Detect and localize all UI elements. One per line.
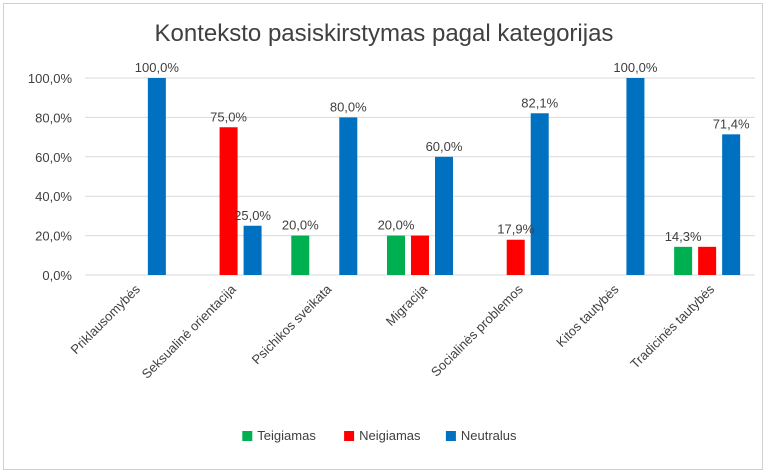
bar-neutralus-kitos-tautybes — [626, 78, 645, 275]
bar-teigiamas-migracija — [387, 235, 405, 275]
x-category-label: Kitos tautybės — [553, 281, 622, 350]
chart-title: Konteksto pasiskirstymas pagal kategorij… — [154, 20, 614, 47]
bar-neutralus-socialines-problemos — [530, 113, 549, 275]
y-tick-label: 0,0% — [42, 268, 72, 283]
bar-neutralus-migracija — [435, 156, 453, 275]
x-category-label: Socialinės problemos — [428, 281, 526, 379]
bar-neutralus-seksualine-orientacija — [243, 225, 262, 275]
bar-neigiamas-migracija — [411, 235, 429, 275]
y-tick-label: 60,0% — [35, 150, 72, 165]
data-label: 25,0% — [234, 208, 271, 223]
x-category-label: Priklausomybės — [67, 281, 143, 357]
x-category-label: Seksualinė orientacija — [139, 281, 240, 382]
data-label: 60,0% — [426, 139, 463, 154]
data-label: 82,1% — [521, 95, 558, 110]
data-label: 71,4% — [713, 116, 750, 131]
legend-label-teigiamas: Teigiamas — [257, 428, 316, 443]
bar-neigiamas-tradicines-tautybes — [698, 246, 717, 275]
data-label: 17,9% — [497, 222, 534, 237]
legend-swatch-teigiamas — [242, 431, 253, 441]
legend-swatch-neutralus — [445, 431, 456, 441]
bar-neigiamas-seksualine-orientacija — [219, 127, 238, 275]
bar-neutralus-tradicines-tautybes — [722, 134, 741, 275]
data-label: 20,0% — [378, 218, 415, 233]
y-tick-label: 100,0% — [28, 71, 73, 86]
y-tick-label: 80,0% — [35, 110, 72, 125]
data-label: 20,0% — [282, 218, 319, 233]
data-label: 75,0% — [210, 109, 247, 124]
data-label: 14,3% — [665, 229, 702, 244]
bar-neutralus-priklausomybes — [147, 78, 166, 275]
x-category-label: Tradicinės tautybės — [627, 281, 717, 371]
legend-label-neigiamas: Neigiamas — [359, 428, 421, 443]
x-category-label: Migracija — [383, 281, 431, 329]
y-tick-label: 40,0% — [35, 189, 72, 204]
data-label: 80,0% — [330, 99, 367, 114]
y-tick-label: 20,0% — [35, 229, 72, 244]
bar-neigiamas-socialines-problemos — [506, 239, 525, 275]
legend-label-neutralus: Neutralus — [461, 428, 517, 443]
data-label: 100,0% — [135, 60, 180, 75]
bar-teigiamas-tradicines-tautybes — [674, 246, 693, 275]
bar-teigiamas-psichikos-sveikata — [291, 235, 310, 275]
data-label: 100,0% — [613, 60, 658, 75]
bar-neutralus-psichikos-sveikata — [339, 117, 358, 276]
legend-swatch-neigiamas — [344, 431, 355, 441]
x-category-label: Psichikos sveikata — [249, 281, 335, 367]
